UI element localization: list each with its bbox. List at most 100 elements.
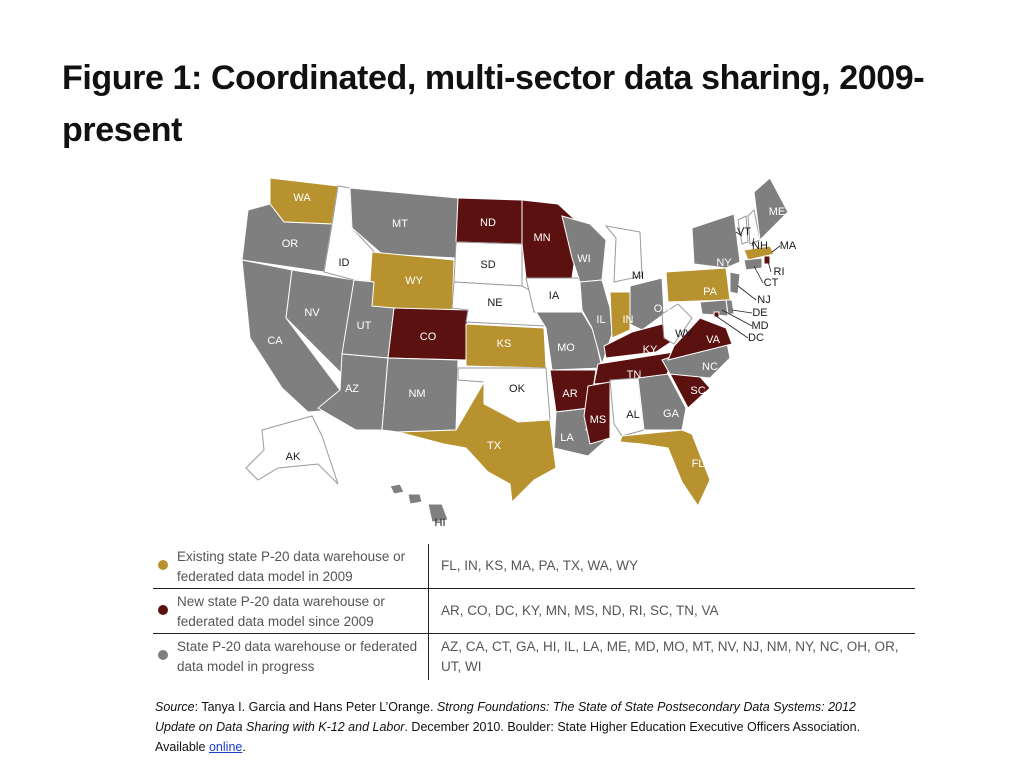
state-me [753, 177, 789, 242]
source-authors: Tanya I. Garcia and Hans Peter L’Orange. [201, 700, 437, 714]
leader-lines [715, 231, 781, 339]
state-label-nc: NC [702, 361, 718, 373]
leader-md [721, 309, 753, 327]
leader-dc [715, 315, 749, 339]
state-label-wv: WV [675, 328, 693, 340]
state-label-ga: GA [663, 408, 680, 420]
state-label-dc: DC [748, 332, 764, 344]
state-vt [737, 215, 749, 245]
state-label-id: ID [339, 257, 350, 269]
state-ma [743, 245, 775, 261]
state-label-or: OR [282, 238, 299, 250]
state-label-in: IN [623, 314, 634, 326]
state-label-me: ME [769, 206, 786, 218]
legend-states-in-progress: AZ, CA, CT, GA, HI, IL, LA, ME, MD, MO, … [441, 639, 899, 674]
state-label-ne: NE [487, 297, 502, 309]
leader-nh [751, 237, 755, 247]
state-ne [451, 281, 547, 327]
state-label-md: MD [751, 320, 768, 332]
state-label-fl: FL [692, 458, 705, 470]
state-label-ms: MS [590, 414, 607, 426]
state-ga [637, 373, 687, 431]
state-ak [245, 415, 339, 485]
state-label-la: LA [560, 432, 574, 444]
source-citation: Source: Tanya I. Garcia and Hans Peter L… [155, 700, 861, 754]
source-label: Source [155, 700, 195, 714]
legend: Existing state P-20 data warehouse or fe… [153, 544, 915, 680]
leader-ri [767, 260, 772, 273]
state-label-az: AZ [345, 383, 359, 395]
state-label-mi: MI [632, 270, 644, 282]
legend-desc-in-progress: State P-20 data warehouse or federated d… [177, 639, 418, 674]
legend-states-new: AR, CO, DC, KY, MN, MS, ND, RI, SC, TN, … [441, 603, 719, 618]
legend-desc-new: New state P-20 data warehouse or federat… [177, 594, 385, 629]
legend-desc-existing: Existing state P-20 data warehouse or fe… [177, 549, 406, 584]
state-label-ut: UT [357, 320, 372, 332]
leader-ma [771, 245, 781, 253]
state-label-nm: NM [408, 388, 425, 400]
state-mi [604, 225, 643, 283]
state-label-il: IL [596, 314, 605, 326]
legend-row-in-progress: State P-20 data warehouse or federated d… [153, 634, 915, 680]
state-tx [397, 380, 557, 504]
state-oh [629, 277, 665, 331]
state-ri [763, 255, 771, 265]
us-map: WA OR CA NV ID MT WY UT AZ CO NM ND SD NE KS OK TX MN IA MO… [222, 168, 822, 540]
state-ny [691, 213, 741, 269]
leader-nj [737, 285, 757, 301]
state-label-wi: WI [577, 253, 590, 265]
state-label-vt: VT [737, 226, 751, 238]
state-label-wy: WY [405, 275, 423, 287]
state-label-sc: SC [690, 385, 705, 397]
state-label-va: VA [706, 334, 721, 346]
state-label-nj: NJ [757, 294, 770, 306]
state-label-tn: TN [627, 369, 642, 381]
state-label-ky: KY [643, 344, 658, 356]
state-label-ct: CT [764, 277, 779, 289]
source-online-link[interactable]: online [208, 740, 243, 754]
state-shapes [241, 177, 789, 523]
state-label-ca: CA [267, 335, 283, 347]
state-label-wa: WA [293, 192, 311, 204]
state-al [609, 377, 645, 437]
state-label-ma: MA [780, 240, 797, 252]
legend-states-existing: FL, IN, KS, MA, PA, TX, WA, WY [441, 558, 639, 573]
state-wv [661, 303, 693, 345]
slide-title: Figure 1: Coordinated, multi-sector data… [62, 59, 925, 149]
state-label-co: CO [420, 331, 437, 343]
source-pub-title: Strong Foundations: The State of State P… [155, 700, 856, 734]
state-label-mn: MN [533, 232, 550, 244]
state-label-ak: AK [286, 451, 301, 463]
legend-row-new: New state P-20 data warehouse or federat… [153, 589, 915, 634]
state-in [609, 291, 631, 339]
state-label-ri: RI [774, 266, 785, 278]
state-label-sd: SD [480, 259, 495, 271]
state-dc [713, 311, 720, 318]
state-label-mo: MO [557, 342, 575, 354]
legend-dot-in-progress [158, 650, 168, 660]
state-label-nh: NH [752, 240, 768, 252]
state-pa [665, 267, 731, 303]
state-label-nd: ND [480, 217, 496, 229]
state-label-ar: AR [562, 388, 577, 400]
state-label-pa: PA [703, 286, 718, 298]
leader-vt [735, 231, 743, 237]
leader-ct [753, 265, 764, 284]
state-label-nv: NV [304, 307, 320, 319]
state-label-oh: OH [654, 303, 671, 315]
state-label-ny: NY [716, 257, 732, 269]
source-details: . December 2010. Boulder: State Higher E… [155, 720, 861, 754]
legend-dot-new [158, 605, 168, 615]
state-label-hi: HI [435, 517, 446, 529]
state-label-de: DE [752, 307, 767, 319]
state-hi [389, 483, 449, 523]
state-label-ia: IA [549, 290, 560, 302]
state-fl [619, 429, 711, 508]
state-label-al: AL [626, 409, 639, 421]
state-ms [583, 381, 611, 445]
state-label-ks: KS [497, 338, 512, 350]
legend-dot-existing [158, 560, 168, 570]
state-md [699, 299, 729, 317]
state-label-tx: TX [487, 440, 502, 452]
state-mt [349, 187, 459, 259]
